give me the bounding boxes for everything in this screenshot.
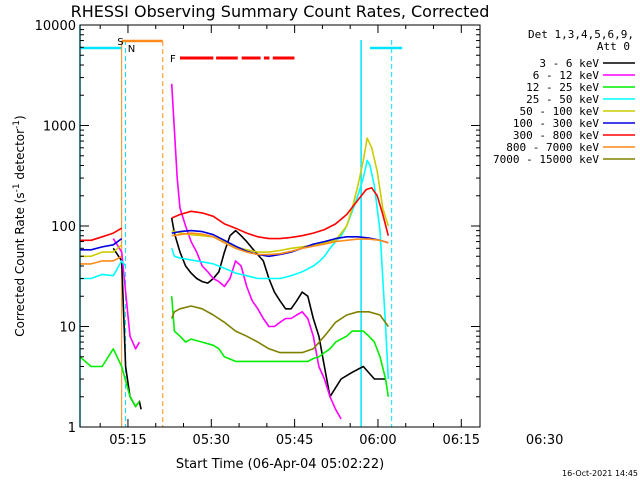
legend-label: 12 - 25 keV (526, 81, 599, 94)
x-tick-label: 05:15 (109, 433, 146, 448)
y-axis-label: Corrected Count Rate (s-1 detector-1) (12, 115, 27, 336)
series-line-8 (170, 305, 389, 354)
series-layer (79, 83, 390, 420)
series-line-4 (80, 244, 123, 258)
flag-layer: SN F (79, 25, 403, 427)
y-axis-label-end: ) (13, 115, 27, 120)
y-axis-label-main: Corrected Count Rate (s (13, 192, 27, 336)
x-axis-label: Start Time (06-Apr-04 05:02:22) (176, 457, 384, 472)
legend-label: 50 - 100 keV (520, 105, 600, 118)
x-tick-label: 06:15 (443, 433, 480, 448)
series-line-1 (170, 83, 342, 420)
saa-flag-label: S (117, 37, 123, 48)
y-axis-label-sup2: -1 (12, 120, 22, 129)
x-tick-label: 05:45 (276, 433, 313, 448)
x-tick-label: 06:00 (359, 433, 396, 448)
series-line-6 (171, 187, 390, 240)
legend-header-1: Det 1,3,4,5,6,9, (528, 28, 634, 41)
x-tick-label: 06:30 (526, 433, 563, 448)
x-axis: 05:15 05:30 05:45 06:00 06:15 06:30 (99, 25, 563, 448)
y-axis-label-sup1: -1 (12, 183, 22, 192)
series-line-2 (79, 347, 141, 408)
legend-label: 6 - 12 keV (533, 69, 600, 82)
series-line-6 (80, 227, 123, 242)
legend-label: 3 - 6 keV (539, 57, 599, 70)
series-line-2 (170, 296, 390, 397)
series-line-5 (80, 237, 123, 251)
series-line-3 (170, 159, 390, 380)
series-line-7 (80, 255, 123, 265)
chart-title: RHESSI Observing Summary Count Rates, Co… (71, 2, 490, 21)
legend-label: 100 - 300 keV (513, 117, 599, 130)
y-axis-label-mid: detector (13, 129, 27, 184)
series-line-0 (170, 217, 386, 398)
series-line-7 (171, 232, 389, 256)
flare-flag-label: F (170, 54, 176, 65)
y-tick-label: 10000 (35, 19, 76, 34)
legend-label: 300 - 800 keV (513, 129, 599, 142)
legend-header-2: Att 0 (597, 40, 630, 53)
x-tick-label: 05:30 (193, 433, 230, 448)
legend-label: 25 - 50 keV (526, 93, 599, 106)
y-axis: 1 10 100 1000 10000 (35, 19, 480, 436)
y-tick-label: 10 (59, 321, 76, 336)
y-tick-label: 1000 (43, 120, 76, 135)
y-tick-label: 1 (68, 421, 76, 436)
y-tick-label: 100 (51, 220, 76, 235)
plot-frame (79, 24, 481, 428)
legend-label: 800 - 7000 keV (506, 141, 599, 154)
series-line-3 (80, 260, 127, 280)
legend-label: 7000 - 15000 keV (493, 153, 599, 166)
night-flag-label: N (128, 44, 135, 55)
footer-timestamp: 16-Oct-2021 14:45 (562, 469, 638, 478)
